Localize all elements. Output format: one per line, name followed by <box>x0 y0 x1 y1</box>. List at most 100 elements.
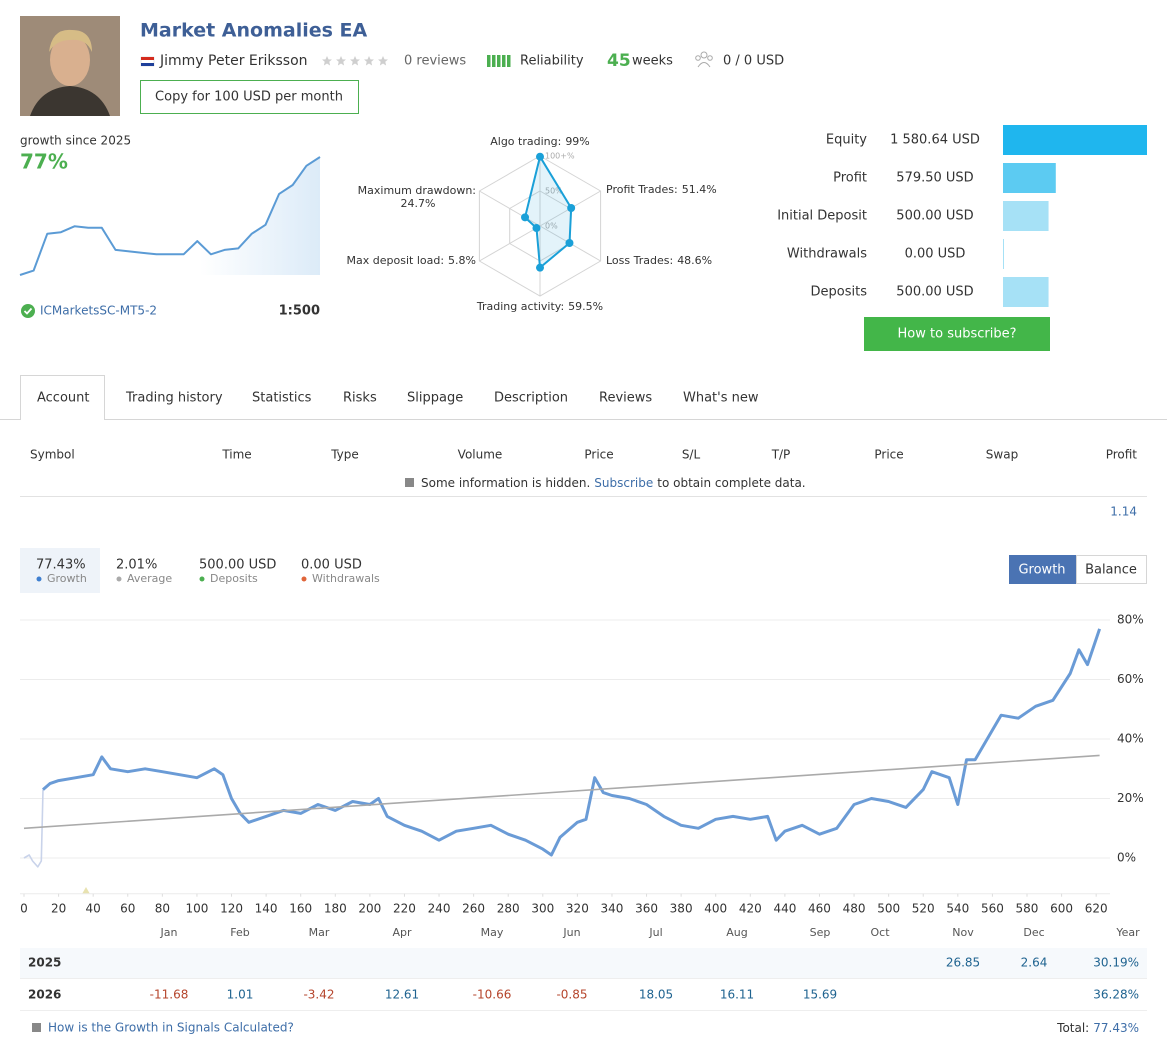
radar-category: Max deposit load: <box>347 254 445 267</box>
stat-label: Growth <box>47 572 87 585</box>
avatar <box>20 16 120 116</box>
month-label: Year <box>1115 926 1140 939</box>
month-value: -10.66 <box>473 988 512 1002</box>
radar-category: Profit Trades: <box>606 183 678 196</box>
y-tick-label: 60% <box>1117 672 1144 686</box>
stats-active <box>20 548 100 593</box>
x-tick-label: 440 <box>773 902 796 916</box>
column-header: Volume <box>458 448 503 462</box>
bar-label: Initial Deposit <box>777 209 867 224</box>
stat-value: 500.00 USD <box>199 558 276 573</box>
x-tick-label: 260 <box>462 902 485 916</box>
line <box>19 156 321 276</box>
month-label: Aug <box>726 926 747 939</box>
flag <box>140 56 155 67</box>
month-value: -0.85 <box>556 988 587 1002</box>
tab[interactable]: Reviews <box>599 391 652 406</box>
stat-value: 2.01% <box>116 558 157 573</box>
column-header: Symbol <box>30 448 75 462</box>
bar-label: Deposits <box>811 285 868 300</box>
total-value: 77.43% <box>1093 1021 1139 1035</box>
reliability-icon <box>487 55 511 67</box>
bar-value: 0.00 USD <box>905 247 966 262</box>
toggle-balance[interactable] <box>1076 555 1147 584</box>
line <box>23 789 44 868</box>
line <box>42 628 1102 857</box>
tab[interactable]: Slippage <box>407 391 463 406</box>
radar-category: Loss Trades: <box>606 254 673 267</box>
x-tick-label: 100 <box>185 902 208 916</box>
x-tick-label: 460 <box>808 902 831 916</box>
copy-button[interactable] <box>140 80 359 114</box>
tab[interactable]: Risks <box>343 391 377 406</box>
stat-label: Deposits <box>210 572 258 585</box>
month-label: Dec <box>1023 926 1044 939</box>
radar-value: 24.7% <box>401 197 436 210</box>
stat-dot <box>301 576 307 582</box>
radar-tick-label: 100+% <box>545 152 575 161</box>
radar-value: 99% <box>565 135 589 148</box>
active-tab[interactable] <box>20 375 105 421</box>
tab[interactable]: Account <box>37 391 90 406</box>
toggle-label[interactable]: Growth <box>1018 563 1065 578</box>
notice-text: Some information is hidden. <box>421 476 590 490</box>
subscribe-button[interactable] <box>864 317 1050 351</box>
toggle-label[interactable]: Balance <box>1085 563 1137 578</box>
bar <box>1003 277 1049 307</box>
tab[interactable]: Trading history <box>125 391 223 406</box>
subscribe-button-label[interactable]: How to subscribe? <box>898 327 1017 342</box>
x-tick-label: 380 <box>670 902 693 916</box>
radar-point <box>536 263 544 272</box>
stat-dot <box>36 576 42 582</box>
month-value: 18.05 <box>639 988 673 1002</box>
notice-link[interactable]: Subscribe <box>594 476 653 490</box>
radar-point <box>536 152 544 161</box>
x-tick-label: 200 <box>358 902 381 916</box>
server-check <box>21 304 35 318</box>
column-header: S/L <box>682 448 701 462</box>
radar-label: Loss Trades: 48.6% <box>606 254 712 267</box>
bar <box>1003 125 1147 155</box>
growth-label: growth since 2025 <box>20 134 131 148</box>
help-icon <box>32 1023 41 1032</box>
help-link[interactable]: How is the Growth in Signals Calculated? <box>48 1021 294 1035</box>
radar-point <box>521 213 530 222</box>
month-value: 2.64 <box>1021 956 1048 970</box>
active-tab-gap <box>21 418 104 421</box>
x-tick-label: 520 <box>912 902 935 916</box>
server[interactable]: ICMarketsSC-MT5-2 <box>40 304 157 318</box>
year-label: 2025 <box>28 956 61 970</box>
month-label: May <box>481 926 504 939</box>
x-tick-label: 240 <box>428 902 451 916</box>
area <box>20 157 320 275</box>
x-tick-label: 420 <box>739 902 762 916</box>
x-tick-label: 0 <box>20 902 28 916</box>
toggle-growth[interactable] <box>1009 555 1076 584</box>
column-header: T/P <box>771 448 791 462</box>
copy-button-label[interactable]: Copy for 100 USD per month <box>155 90 343 105</box>
tab[interactable]: Statistics <box>252 391 312 406</box>
column-header: Time <box>221 448 251 462</box>
radar-category: Trading activity: <box>476 300 564 313</box>
author[interactable]: Jimmy Peter Eriksson <box>159 53 308 69</box>
radar-value: 51.4% <box>682 183 717 196</box>
x-tick-label: 540 <box>946 902 969 916</box>
month-label: Jun <box>562 926 580 939</box>
x-tick-label: 620 <box>1085 902 1108 916</box>
column-header: Price <box>584 448 613 462</box>
tab[interactable]: What's new <box>683 391 759 406</box>
x-tick-label: 60 <box>120 902 135 916</box>
month-label: Jul <box>648 926 662 939</box>
reviews[interactable]: 0 reviews <box>404 54 466 69</box>
radar-label: Profit Trades: 51.4% <box>606 183 717 196</box>
month-label: Jan <box>160 926 178 939</box>
x-tick-label: 500 <box>877 902 900 916</box>
month-value: 12.61 <box>385 988 419 1002</box>
total-label: Total: <box>1056 1021 1089 1035</box>
radar-value: 59.5% <box>568 300 603 313</box>
tab[interactable]: Description <box>494 391 568 406</box>
weeks-number: 45 <box>607 51 631 71</box>
y-tick-label: 40% <box>1117 732 1144 746</box>
y-tick-label: 0% <box>1117 851 1136 865</box>
